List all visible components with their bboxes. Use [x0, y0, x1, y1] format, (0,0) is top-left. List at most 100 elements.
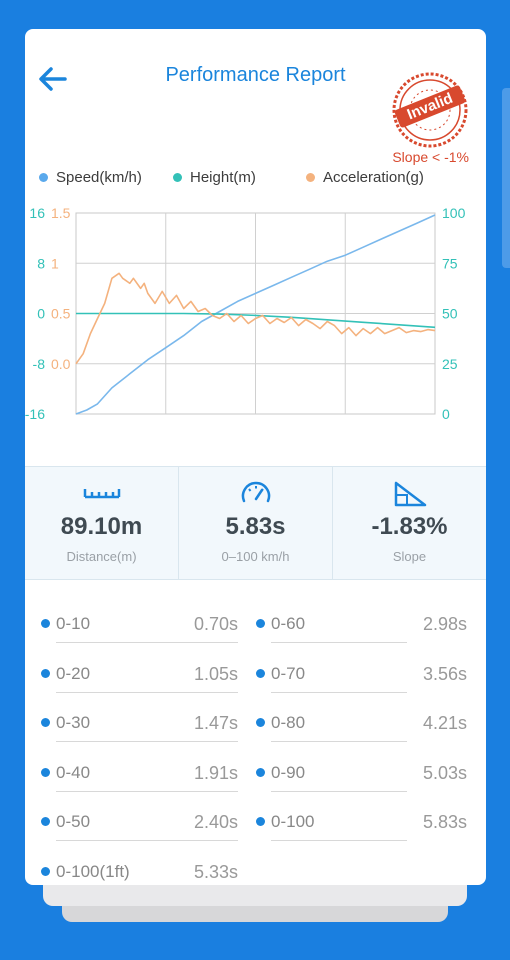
tick-label-acceleration: 0.0 [51, 356, 71, 372]
split-row: 0-10 0.70s [25, 594, 238, 643]
legend-dot [173, 173, 182, 182]
side-drawer-handle[interactable] [502, 88, 510, 268]
page-title: Performance Report [165, 64, 346, 86]
split-row: 0-40 1.91s [25, 743, 238, 792]
ruler-icon [83, 489, 120, 499]
split-divider [271, 840, 407, 841]
split-label: 0-10 [56, 614, 91, 633]
legend-height[interactable]: Height(m) [173, 169, 256, 186]
stat-label: Slope [392, 549, 427, 564]
split-dot-icon [256, 817, 265, 826]
split-label: 0-80 [271, 713, 306, 732]
split-value: 3.56s [422, 663, 467, 684]
stat-label: Distance(m) [66, 549, 137, 564]
split-dot-icon [41, 767, 50, 777]
split-row: 0-90 5.03s [240, 743, 467, 792]
split-divider [271, 741, 407, 742]
split-value: 1.91s [193, 762, 238, 783]
split-value: 1.05s [193, 663, 238, 684]
legend-label: Speed(km/h) [56, 169, 142, 186]
split-value: 5.03s [422, 762, 467, 783]
stats-panel: 89.10m Distance(m) 5.83s 0–100 km/h -1.8… [25, 466, 486, 580]
split-dot-icon [41, 817, 50, 826]
split-label: 0-50 [56, 812, 91, 831]
split-label: 0-40 [56, 762, 91, 782]
tick-label-height: -8 [33, 356, 46, 372]
performance-chart: 16 8 0 -8 -16 1.5 1 0.5 0.0 100 75 50 25 0 [25, 205, 466, 422]
tick-label-speed: 50 [442, 306, 458, 322]
series-line-speed [75, 214, 436, 415]
tick-label-speed: 0 [442, 406, 450, 422]
tick-label-height: -16 [25, 406, 45, 422]
legend-label: Acceleration(g) [323, 169, 424, 186]
split-divider [56, 642, 238, 643]
tick-label-acceleration: 0.5 [51, 306, 71, 322]
tick-label-speed: 25 [442, 356, 458, 372]
split-row: 0-100 5.83s [240, 792, 467, 841]
tick-label-acceleration: 1 [51, 255, 59, 271]
split-row: 0-100(1ft) 5.33s [25, 842, 238, 886]
legend-acceleration[interactable]: Acceleration(g) [306, 169, 424, 186]
split-value: 5.83s [422, 812, 467, 832]
split-dot-icon [41, 718, 50, 727]
tick-label-height: 0 [37, 306, 45, 322]
stat-value: 5.83s [225, 513, 286, 540]
split-dot-icon [256, 767, 265, 777]
stat-value: -1.83% [371, 513, 448, 540]
split-value: 5.33s [193, 861, 238, 882]
split-dot-icon [256, 668, 265, 678]
report-card: Performance Report Invalid Slope < -1% S… [25, 29, 486, 885]
back-button[interactable] [35, 61, 71, 97]
split-divider [271, 691, 407, 693]
split-divider [56, 691, 238, 693]
series-line-acceleration [75, 272, 436, 365]
stat-slope: -1.83% Slope [332, 467, 486, 579]
split-dot-icon [256, 718, 265, 727]
tick-label-speed: 100 [442, 205, 466, 221]
split-value: 0.70s [193, 614, 238, 634]
split-divider [271, 642, 407, 643]
split-dot-icon [256, 619, 265, 628]
legend-speed[interactable]: Speed(km/h) [39, 169, 142, 186]
legend-dot [306, 173, 315, 182]
arrow-left-icon [39, 67, 67, 91]
split-row: 0-80 4.21s [240, 693, 467, 742]
split-row: 0-70 3.56s [240, 644, 467, 693]
split-divider [56, 790, 238, 792]
stat-distance: 89.10m Distance(m) [25, 467, 178, 579]
split-label: 0-20 [56, 663, 91, 683]
tick-label-speed: 75 [442, 255, 458, 271]
stat-value: 89.10m [60, 513, 143, 540]
slope-icon [394, 481, 426, 507]
split-row: 0-60 2.98s [240, 594, 467, 643]
split-divider [56, 840, 238, 841]
split-dot-icon [41, 668, 50, 678]
split-dot-icon [41, 619, 50, 628]
split-row: 0-20 1.05s [25, 644, 238, 693]
tick-label-height: 8 [37, 255, 45, 271]
split-label: 0-100(1ft) [56, 861, 130, 881]
stat-zero-to-hundred: 5.83s 0–100 km/h [178, 467, 332, 579]
split-label: 0-90 [271, 762, 306, 782]
legend-dot [39, 173, 48, 182]
stat-label: 0–100 km/h [221, 549, 290, 564]
split-divider [271, 790, 407, 792]
chart-legend: Speed(km/h) Height(m) Acceleration(g) [25, 169, 486, 189]
tick-label-acceleration: 1.5 [51, 205, 71, 221]
split-label: 0-100 [271, 812, 315, 831]
split-divider [56, 741, 238, 742]
slope-warning-note: Slope < -1% [392, 149, 469, 165]
speedometer-icon [241, 481, 270, 503]
split-row: 0-50 2.40s [25, 792, 238, 841]
split-label: 0-70 [271, 663, 306, 683]
split-row: 0-30 1.47s [25, 693, 238, 742]
split-dot-icon [41, 866, 50, 876]
series-line-height [76, 312, 436, 329]
split-label: 0-60 [271, 614, 306, 633]
split-value: 1.47s [193, 713, 238, 733]
split-label: 0-30 [56, 713, 91, 732]
tick-label-height: 16 [29, 205, 45, 221]
split-value: 4.21s [422, 713, 467, 733]
split-value: 2.40s [193, 812, 238, 832]
split-value: 2.98s [422, 614, 467, 634]
